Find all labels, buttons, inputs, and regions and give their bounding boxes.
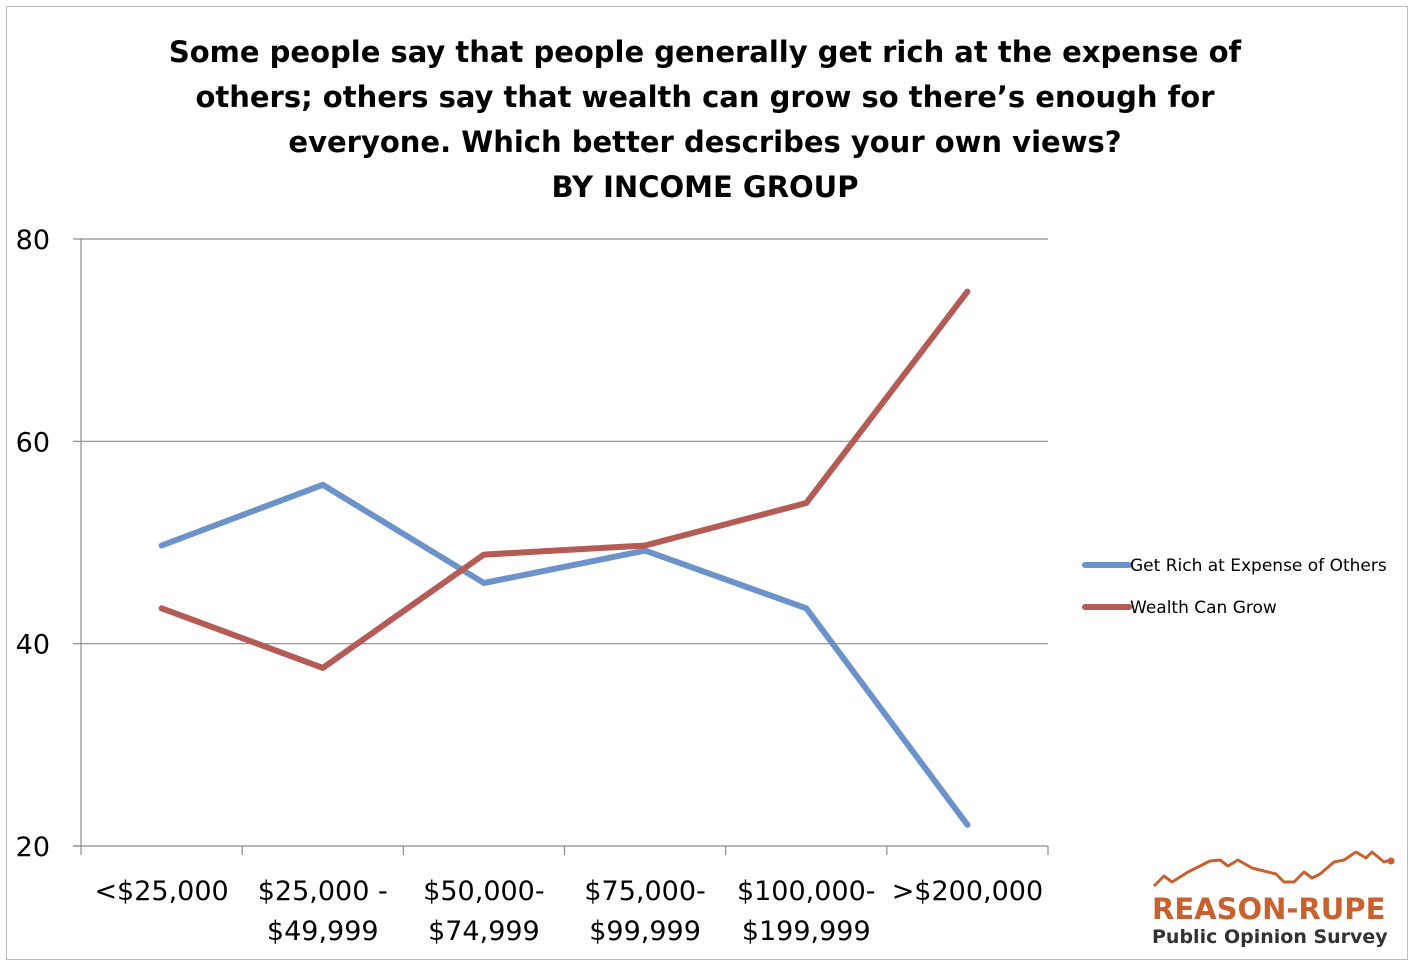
x-tick-label: $100,000-: [737, 876, 876, 907]
logo-name: REASON-RUPE: [1152, 892, 1386, 926]
y-tick-label: 20: [16, 832, 50, 863]
chart-title-line: everyone. Which better describes your ow…: [288, 125, 1122, 159]
legend-label: Get Rich at Expense of Others: [1130, 556, 1387, 576]
x-tick-label: <$25,000: [94, 876, 228, 907]
y-tick-label: 40: [16, 630, 50, 661]
x-tick-label: $49,999: [267, 916, 379, 947]
series-line-2: [158, 288, 971, 671]
x-tick-label: $99,999: [589, 916, 701, 947]
y-tick-label: 60: [16, 427, 50, 458]
mountain-line-icon: [1152, 850, 1395, 888]
chart-title-line: BY INCOME GROUP: [551, 170, 859, 204]
x-tick-label: $74,999: [428, 916, 540, 947]
x-tick-label: $199,999: [742, 916, 871, 947]
reason-rupe-logo: REASON-RUPE Public Opinion Survey: [1148, 848, 1398, 952]
chart-title: Some people say that people generally ge…: [140, 30, 1270, 210]
chart-title-line: others; others say that wealth can grow …: [195, 80, 1215, 114]
series-line-1: [158, 481, 971, 828]
x-tick-label: $50,000-: [423, 876, 544, 907]
legend-label: Wealth Can Grow: [1130, 598, 1277, 618]
x-tick-label: $25,000 -: [258, 876, 388, 907]
y-tick-label: 80: [16, 225, 50, 256]
chart-frame: [6, 6, 1408, 960]
chart-title-line: Some people say that people generally ge…: [168, 35, 1242, 69]
logo-subtitle: Public Opinion Survey: [1152, 926, 1388, 948]
x-tick-label: $75,000-: [584, 876, 705, 907]
x-tick-label: >$200,000: [892, 876, 1043, 907]
